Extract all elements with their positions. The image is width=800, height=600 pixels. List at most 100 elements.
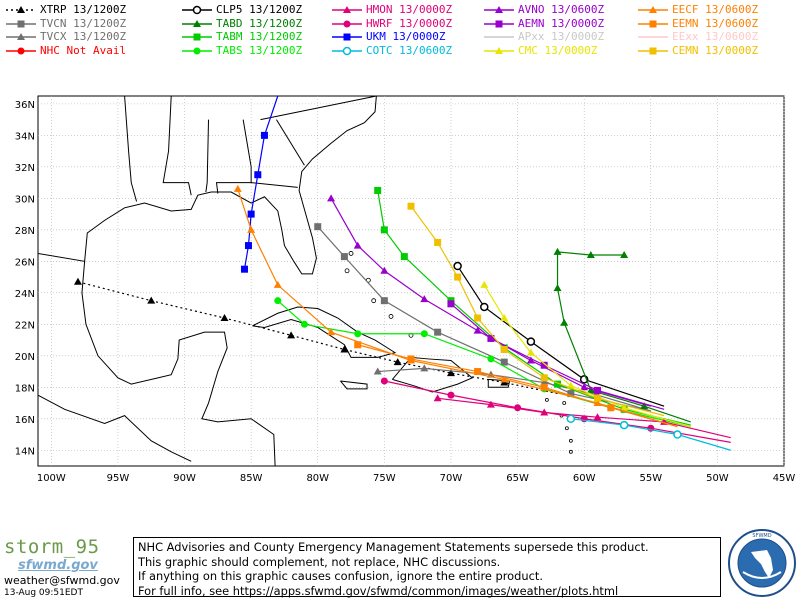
state-border	[205, 119, 210, 193]
track-point	[273, 280, 282, 288]
track-point	[540, 361, 548, 369]
track-point	[454, 273, 462, 281]
legend-swatch-icon	[332, 33, 362, 41]
legend-label: EEMN 13/0600Z	[672, 16, 759, 30]
state-border	[162, 95, 192, 196]
legend-label: AVNO 13/0600Z	[518, 3, 605, 16]
legend-marker-icon	[192, 5, 202, 15]
legend-marker-icon	[343, 20, 351, 27]
disclaimer-line-2: This graphic should complement, not repl…	[138, 554, 501, 569]
lat-tick-label: 30N	[15, 194, 35, 205]
lon-tick-label: 55W	[639, 473, 662, 484]
track-point	[447, 391, 455, 399]
track-point	[400, 253, 408, 261]
track-point	[540, 383, 548, 391]
legend-marker-icon	[495, 6, 503, 13]
track-point	[260, 131, 268, 139]
legend-label: TABM 13/1200Z	[216, 30, 303, 43]
antilles-island	[568, 438, 573, 443]
bahamas-island	[344, 268, 350, 274]
track-point	[500, 375, 509, 383]
track-point	[407, 202, 415, 210]
track-point	[474, 314, 482, 322]
bahamas-island	[388, 314, 394, 319]
legend-marker-icon	[193, 33, 201, 41]
lon-tick-label: 65W	[506, 473, 529, 484]
svg-text:SFWMD: SFWMD	[752, 533, 771, 539]
legend-label: TVCN 13/1200Z	[40, 16, 127, 30]
lat-tick-label: 32N	[15, 163, 35, 174]
lon-tick-label: 50W	[706, 473, 729, 484]
cuba-coastline	[252, 306, 397, 358]
legend-label: CMC 13/0000Z	[518, 43, 598, 57]
lon-tick-label: 45W	[773, 473, 796, 484]
track-point	[247, 210, 255, 218]
track-point	[233, 184, 242, 192]
track-point	[473, 326, 482, 334]
track-avno	[327, 194, 651, 407]
track-point	[446, 369, 455, 377]
state-border	[124, 95, 138, 202]
track-point	[526, 348, 535, 356]
disclaimer-line-1: NHC Advisories and County Emergency Mana…	[138, 540, 649, 554]
track-point	[380, 297, 388, 305]
lat-tick-label: 26N	[15, 257, 35, 268]
track-point	[474, 368, 482, 376]
lon-tick-label: 95W	[107, 473, 130, 484]
lat-tick-label: 28N	[15, 226, 35, 237]
legend-label: TABS 13/1200Z	[216, 43, 303, 57]
track-line	[570, 418, 731, 451]
state-border	[260, 95, 377, 121]
antilles-island	[544, 397, 549, 402]
legend-label: CEMN 13/0000Z	[672, 43, 759, 57]
lon-tick-label: 75W	[373, 473, 396, 484]
contact-email[interactable]: weather@sfwmd.gov	[4, 574, 120, 587]
brand-website-logo[interactable]: sfwmd.gov	[18, 558, 98, 573]
legend-label: EECF 13/0600Z	[672, 3, 759, 16]
legend-swatch-icon	[6, 33, 36, 40]
us-coastline	[37, 95, 377, 275]
track-point	[620, 251, 629, 259]
track-point	[327, 328, 336, 336]
lat-tick-label: 22N	[15, 320, 35, 331]
track-line	[357, 344, 678, 428]
lon-tick-label: 60W	[573, 473, 596, 484]
disclaimer-line-4[interactable]: For full info, see https://apps.sfwmd.go…	[138, 583, 619, 598]
track-point	[567, 390, 575, 398]
track-aemn	[447, 300, 665, 410]
track-point	[514, 404, 522, 412]
track-point	[353, 241, 362, 249]
legend-swatch-icon	[6, 20, 36, 27]
legend-swatch-icon	[484, 46, 514, 54]
lon-tick-label: 85W	[240, 473, 263, 484]
track-point	[327, 194, 336, 202]
legend-swatch-icon	[182, 5, 212, 15]
track-point	[486, 400, 495, 408]
track-point	[380, 266, 389, 274]
legend-swatch-icon	[484, 20, 514, 27]
track-point	[593, 413, 602, 421]
track-point	[434, 328, 442, 336]
legend-marker-icon	[193, 47, 201, 54]
lat-tick-label: 16N	[15, 415, 35, 426]
lat-tick-label: 36N	[15, 100, 35, 111]
lat-tick-label: 18N	[15, 383, 35, 394]
track-point	[447, 300, 455, 308]
track-point	[380, 226, 388, 234]
track-point	[274, 297, 282, 305]
track-point	[373, 367, 382, 375]
map-frame	[37, 95, 785, 467]
track-line	[483, 284, 691, 428]
track-line	[330, 198, 651, 407]
track-point	[434, 238, 442, 246]
track-point	[553, 247, 562, 255]
legend-label: TABD 13/1200Z	[216, 16, 303, 30]
legend-label: UKM 13/0000Z	[366, 30, 446, 43]
legend-label: APxx 13/0000Z	[518, 30, 605, 43]
track-line	[556, 251, 691, 423]
track-point	[554, 380, 562, 388]
lat-tick-label: 20N	[15, 352, 35, 363]
legend-swatch-icon	[484, 36, 514, 38]
legend-marker-icon	[495, 46, 503, 54]
track-cmc	[480, 280, 691, 428]
